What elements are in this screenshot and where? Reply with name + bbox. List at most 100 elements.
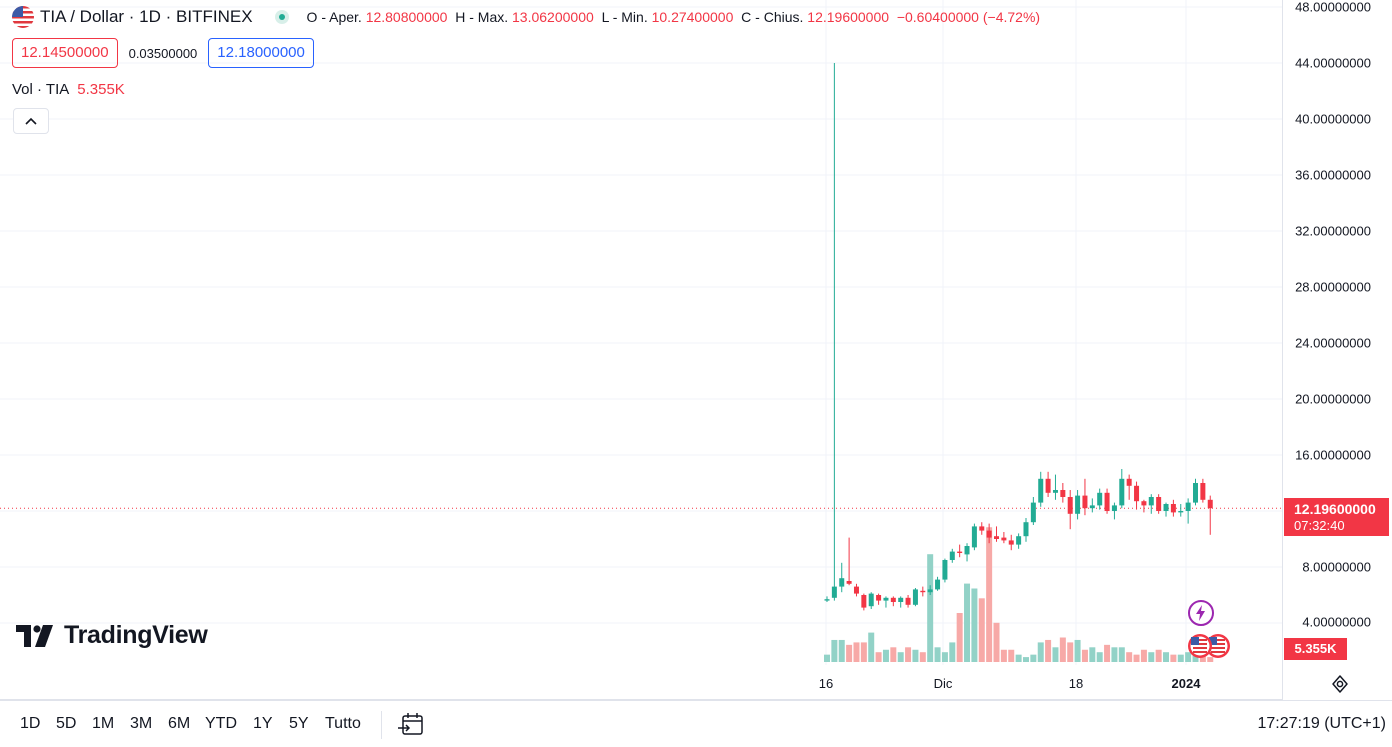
volume-bar (1163, 652, 1170, 662)
volume-bar (1030, 654, 1037, 662)
range-button-1y[interactable]: 1Y (253, 715, 273, 732)
candle-body (994, 536, 1000, 539)
timezone-clock[interactable]: 17:27:19 (UTC+1) (1257, 715, 1386, 732)
chart-pane[interactable] (0, 0, 1282, 700)
volume-bar (838, 639, 845, 662)
collapse-legend-button[interactable] (13, 108, 49, 134)
price-tick: 36.00000000 (1295, 167, 1371, 183)
volume-bar (875, 652, 882, 662)
price-tick: 4.00000000 (1302, 614, 1371, 630)
volume-bar (1067, 642, 1074, 662)
volume-bar (1015, 654, 1022, 662)
candle-body (927, 589, 933, 593)
time-tick: 18 (1068, 676, 1084, 691)
candle-body (861, 595, 867, 608)
price-tick: 28.00000000 (1295, 279, 1371, 295)
candle-body (1163, 504, 1169, 511)
range-button-ytd[interactable]: YTD (205, 715, 237, 732)
candle-body (1141, 501, 1147, 506)
range-button-1d[interactable]: 1D (20, 715, 41, 732)
time-axis[interactable]: 16 Dic 18 2024 (0, 670, 1282, 700)
go-to-date-button[interactable] (397, 712, 425, 743)
volume-axis-label: 5.355K (1284, 638, 1347, 660)
volume-bar (1022, 657, 1029, 662)
candle-body (1134, 485, 1140, 502)
candle-body (986, 530, 992, 538)
candle-body (935, 579, 941, 590)
chart-legend: TIA / Dollar · 1D · BITFINEX O - Aper. 1… (12, 4, 1040, 30)
range-button-all[interactable]: Tutto (325, 715, 361, 732)
volume-bar (964, 583, 971, 662)
candle-body (957, 551, 963, 553)
range-button-6m[interactable]: 6M (168, 715, 191, 732)
candle-body (1045, 478, 1051, 493)
us-economic-events-icon[interactable] (1186, 632, 1234, 665)
volume-bar (1126, 652, 1133, 662)
bar-countdown: 07:32:40 (1294, 518, 1345, 533)
tradingview-logo-text: TradingView (64, 621, 208, 649)
volume-bar (1185, 652, 1192, 662)
market-status-icon[interactable] (274, 10, 289, 24)
tradingview-logo[interactable]: TradingView (16, 621, 208, 650)
change-value: −0.60400000 (−4.72%) (896, 9, 1041, 25)
volume-bar (971, 588, 978, 662)
candle-body (1082, 495, 1088, 509)
candle-body (1200, 483, 1206, 500)
open-label: O - Aper. (306, 9, 362, 25)
candle-body (853, 586, 859, 594)
buy-price-button[interactable]: 12.18000000 (208, 38, 314, 68)
volume-legend-label[interactable]: Vol · TIA (12, 81, 70, 98)
candle-body (912, 589, 918, 605)
volume-bar (1140, 649, 1147, 662)
candle-body (964, 546, 970, 555)
volume-bar (1133, 654, 1140, 662)
candle-body (1185, 502, 1191, 511)
candle-body (1193, 483, 1198, 503)
candle-body (1207, 499, 1213, 509)
open-value: 12.80800000 (365, 9, 448, 25)
volume-bar (1045, 639, 1052, 662)
range-button-5y[interactable]: 5Y (289, 715, 309, 732)
candle-body (831, 586, 837, 598)
candle-body (824, 599, 830, 601)
candle-body (898, 597, 904, 602)
volume-bar (846, 644, 853, 662)
volume-bar (897, 652, 904, 662)
range-button-3m[interactable]: 3M (130, 715, 153, 732)
candle-body (971, 526, 977, 548)
symbol-title[interactable]: TIA / Dollar · 1D · BITFINEX (40, 7, 253, 26)
candle-body (883, 597, 889, 601)
candle-body (1023, 522, 1029, 537)
volume-bar (927, 554, 934, 662)
volume-bar (934, 647, 941, 662)
range-button-1m[interactable]: 1M (92, 715, 115, 732)
time-tick: 16 (818, 676, 834, 691)
volume-bar (890, 647, 897, 662)
chart-settings-button[interactable] (1328, 672, 1352, 696)
price-axis[interactable]: 48.00000000 44.00000000 40.00000000 36.0… (1282, 0, 1392, 700)
volume-bar (868, 632, 875, 662)
volume-bar (1104, 644, 1111, 662)
volume-bar (1118, 647, 1125, 662)
volume-bar (824, 654, 830, 662)
candle-body (942, 560, 948, 580)
lightning-event-icon[interactable] (1187, 599, 1215, 632)
candlestick-chart[interactable] (0, 0, 1282, 700)
candle-body (1016, 536, 1022, 545)
volume-bar (860, 642, 867, 662)
volume-bar (1170, 654, 1177, 662)
candle-body (905, 597, 911, 605)
volume-bar (978, 598, 985, 662)
range-button-5d[interactable]: 5D (56, 715, 77, 732)
chevron-up-icon (25, 117, 37, 125)
candle-body (1001, 537, 1007, 541)
close-label: C - Chius. (741, 9, 804, 25)
volume-legend: Vol · TIA 5.355K (12, 81, 125, 98)
volume-bar (882, 649, 889, 662)
candle-body (1089, 505, 1095, 509)
price-tick: 24.00000000 (1295, 335, 1371, 351)
sell-price-button[interactable]: 12.14500000 (12, 38, 118, 68)
low-value: 10.27400000 (651, 9, 734, 25)
volume-bar (1000, 649, 1007, 662)
us-flag-icon (12, 6, 34, 28)
